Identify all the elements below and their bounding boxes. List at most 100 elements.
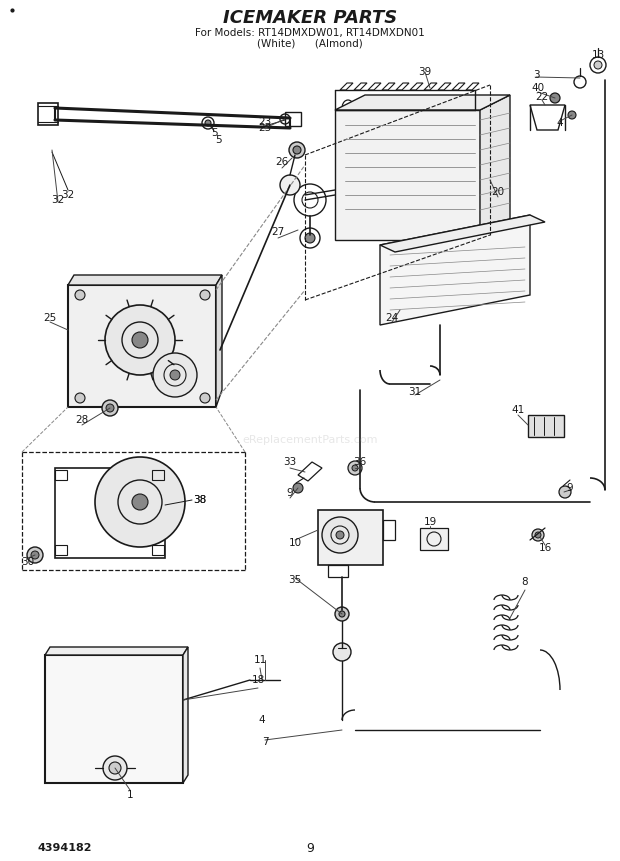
Polygon shape — [68, 275, 222, 285]
Polygon shape — [480, 95, 510, 240]
Circle shape — [75, 290, 85, 300]
Bar — [55, 545, 67, 555]
Circle shape — [335, 607, 349, 621]
Circle shape — [352, 465, 358, 471]
Text: 23: 23 — [259, 123, 272, 133]
Text: 3: 3 — [533, 70, 539, 80]
Circle shape — [532, 529, 544, 541]
Text: 25: 25 — [43, 313, 56, 323]
Bar — [152, 470, 164, 480]
Text: 38: 38 — [193, 495, 206, 505]
Circle shape — [289, 142, 305, 158]
Circle shape — [339, 611, 345, 617]
Polygon shape — [45, 647, 188, 655]
Text: 35: 35 — [288, 575, 301, 585]
Text: 30: 30 — [22, 557, 35, 567]
Text: 38: 38 — [193, 495, 206, 505]
Polygon shape — [438, 83, 451, 90]
Bar — [528, 415, 564, 437]
Bar — [55, 468, 165, 558]
Text: eReplacementParts.com: eReplacementParts.com — [242, 435, 378, 445]
Text: 32: 32 — [51, 195, 64, 205]
Circle shape — [293, 146, 301, 154]
Bar — [152, 545, 164, 555]
Circle shape — [95, 457, 185, 547]
Circle shape — [559, 486, 571, 498]
Circle shape — [109, 762, 121, 774]
Text: 27: 27 — [272, 227, 285, 237]
Text: (White)      (Almond): (White) (Almond) — [257, 39, 363, 49]
Circle shape — [293, 483, 303, 493]
Text: 9: 9 — [306, 841, 314, 854]
Text: 4: 4 — [557, 118, 564, 128]
Text: 19: 19 — [423, 517, 436, 527]
Polygon shape — [335, 95, 510, 110]
Text: 26: 26 — [275, 157, 289, 167]
Circle shape — [132, 494, 148, 510]
Text: 8: 8 — [521, 577, 528, 587]
Polygon shape — [354, 83, 367, 90]
Circle shape — [102, 400, 118, 416]
Polygon shape — [452, 83, 465, 90]
Circle shape — [75, 393, 85, 403]
Text: 9: 9 — [286, 488, 293, 498]
Text: For Models: RT14DMXDW01, RT14DMXDN01: For Models: RT14DMXDW01, RT14DMXDN01 — [195, 28, 425, 38]
Bar — [68, 285, 216, 407]
Bar — [55, 470, 67, 480]
Text: 24: 24 — [386, 313, 399, 323]
Circle shape — [170, 370, 180, 380]
Text: 4: 4 — [259, 715, 265, 725]
Circle shape — [568, 111, 576, 119]
Text: 13: 13 — [591, 50, 604, 60]
Text: 40: 40 — [531, 83, 544, 93]
Text: 39: 39 — [418, 67, 432, 77]
Circle shape — [205, 120, 211, 126]
Bar — [318, 510, 383, 565]
Circle shape — [550, 93, 560, 103]
Text: 1: 1 — [126, 790, 133, 800]
Text: 41: 41 — [512, 405, 525, 415]
Bar — [285, 112, 301, 126]
Text: 33: 33 — [283, 457, 296, 467]
Polygon shape — [424, 83, 437, 90]
Circle shape — [27, 547, 43, 563]
Polygon shape — [216, 275, 222, 407]
Polygon shape — [382, 83, 395, 90]
Polygon shape — [396, 83, 409, 90]
Text: ICEMAKER PARTS: ICEMAKER PARTS — [223, 9, 397, 27]
Circle shape — [336, 531, 344, 539]
Polygon shape — [298, 462, 322, 481]
Polygon shape — [380, 215, 530, 325]
Circle shape — [132, 332, 148, 348]
Polygon shape — [335, 110, 480, 240]
Circle shape — [333, 643, 351, 661]
Text: 31: 31 — [409, 387, 422, 397]
Text: 9: 9 — [567, 483, 574, 493]
Circle shape — [200, 290, 210, 300]
Circle shape — [153, 353, 197, 397]
Bar — [45, 655, 183, 783]
Circle shape — [322, 517, 358, 553]
Circle shape — [305, 233, 315, 243]
Text: 32: 32 — [61, 190, 74, 200]
Polygon shape — [530, 105, 565, 130]
Text: 4394182: 4394182 — [38, 843, 92, 853]
Bar — [383, 520, 395, 540]
Text: 18: 18 — [251, 675, 265, 685]
Text: 36: 36 — [353, 457, 366, 467]
Polygon shape — [183, 647, 188, 783]
Text: 5: 5 — [211, 128, 218, 138]
Text: 10: 10 — [288, 538, 301, 548]
Circle shape — [200, 393, 210, 403]
Polygon shape — [380, 215, 545, 252]
Circle shape — [348, 461, 362, 475]
Circle shape — [31, 551, 39, 559]
Circle shape — [280, 175, 300, 195]
Circle shape — [106, 404, 114, 412]
Text: 16: 16 — [538, 543, 552, 553]
Text: 28: 28 — [76, 415, 89, 425]
Circle shape — [594, 61, 602, 69]
Text: 23: 23 — [259, 117, 272, 127]
Text: 7: 7 — [262, 737, 268, 747]
Circle shape — [535, 532, 541, 538]
